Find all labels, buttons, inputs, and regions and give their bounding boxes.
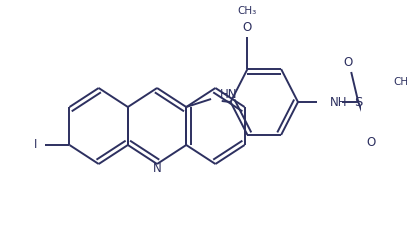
Text: CH₃: CH₃ bbox=[393, 77, 407, 87]
Text: O: O bbox=[343, 56, 352, 68]
Text: NH: NH bbox=[330, 96, 348, 108]
Text: S: S bbox=[354, 96, 363, 108]
Text: I: I bbox=[34, 138, 37, 151]
Text: HN: HN bbox=[220, 88, 237, 101]
Text: N: N bbox=[153, 162, 162, 174]
Text: O: O bbox=[243, 20, 252, 34]
Text: CH₃: CH₃ bbox=[238, 6, 257, 16]
Text: O: O bbox=[366, 136, 375, 148]
